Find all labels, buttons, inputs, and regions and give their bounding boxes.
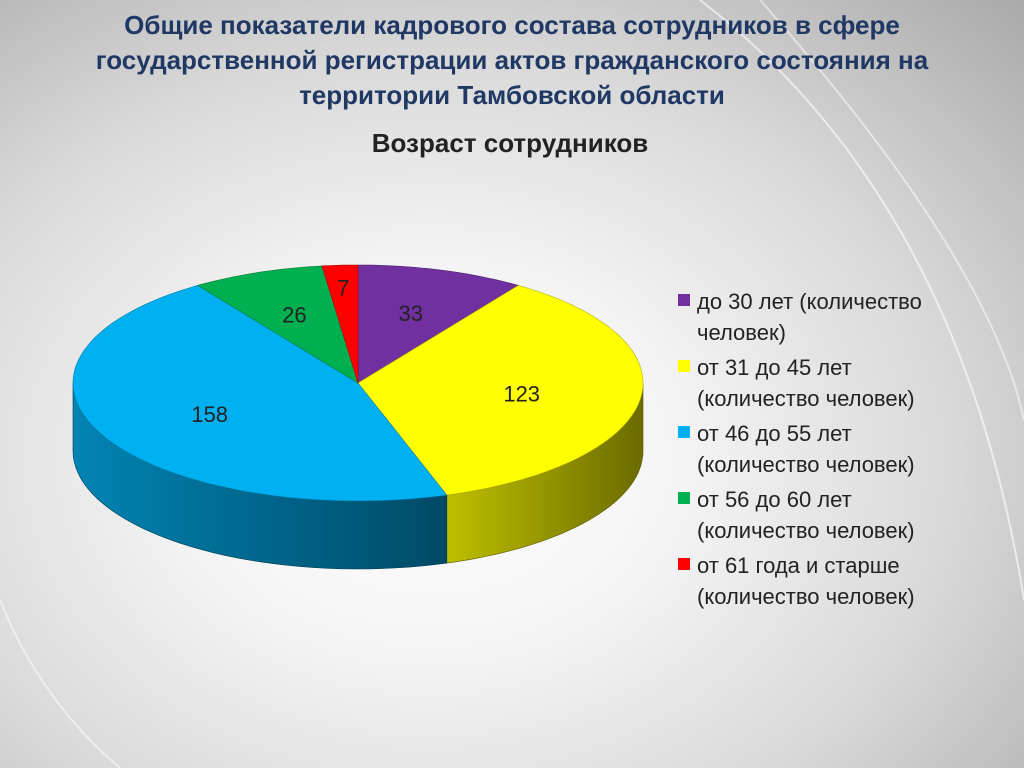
legend-label: от 61 года и старше (количество человек) (697, 553, 915, 609)
pie-data-label-5: 7 (337, 275, 349, 300)
legend-label: до 30 лет (количество человек) (697, 289, 922, 345)
slide-title: Общие показатели кадрового состава сотру… (95, 10, 929, 110)
legend-swatch (678, 492, 690, 504)
pie-slice-5 (321, 264, 359, 384)
pie-slice-3 (72, 285, 448, 502)
legend-label: от 56 до 60 лет (количество человек) (697, 487, 915, 543)
pie-slices (72, 264, 644, 502)
pie-slice-2 (357, 285, 644, 496)
chart-legend: до 30 лет (количество человек) от 31 до 4… (675, 286, 975, 616)
pie-slice-1 (357, 264, 520, 384)
legend-swatch (678, 294, 690, 306)
legend-item: от 31 до 45 лет (количество человек) (675, 352, 975, 414)
pie-data-label-2: 123 (503, 382, 540, 407)
legend-label: от 46 до 55 лет (количество человек) (697, 421, 915, 477)
pie-data-labels: 33 123 158 26 7 (191, 275, 540, 427)
legend-swatch (678, 558, 690, 570)
pie-data-label-4: 26 (282, 303, 306, 328)
pie-slice-4 (196, 265, 359, 384)
pie-data-label-3: 158 (191, 402, 228, 427)
legend-swatch (678, 360, 690, 372)
legend-item: до 30 лет (количество человек) (675, 286, 975, 348)
pie-data-label-1: 33 (399, 301, 423, 326)
chart-title: Возраст сотрудников (371, 128, 649, 158)
legend-label: от 31 до 45 лет (количество человек) (697, 355, 915, 411)
legend-item: от 46 до 55 лет (количество человек) (675, 418, 975, 480)
legend-swatch (678, 426, 690, 438)
legend-item: от 61 года и старше (количество человек) (675, 550, 975, 612)
legend-item: от 56 до 60 лет (количество человек) (675, 484, 975, 546)
